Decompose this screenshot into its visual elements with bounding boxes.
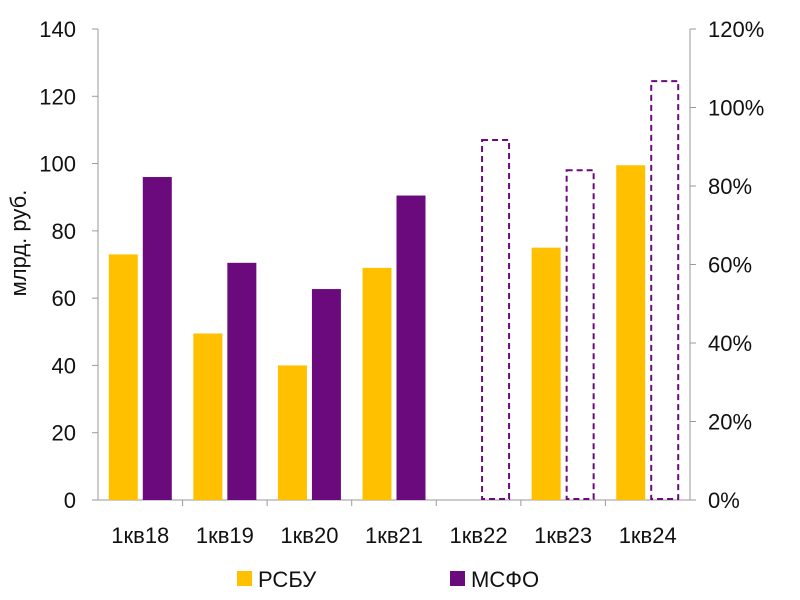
x-tick-label: 1кв19 [196,523,254,548]
bar-rsbu [531,247,561,500]
y2-tick-label: 60% [708,253,752,278]
bar-msfo [227,262,257,500]
x-tick-label: 1кв18 [111,523,169,548]
bar-msfo-outline [565,169,595,501]
y2-tick-label: 40% [708,331,752,356]
x-tick-label: 1кв22 [450,523,508,548]
y2-tick-labels: 0% 20% 40% 60% 80% 100% 120% [690,17,764,513]
bar-msfo [396,195,426,500]
x-tick-label: 1кв23 [534,523,592,548]
bar-msfo-outline [481,139,511,500]
y-tick-label: 40 [52,353,76,378]
legend-label-rsbu: РСБУ [258,567,317,592]
chart-axes [97,29,691,501]
legend-label-msfo: МСФО [471,567,539,592]
y-tick-labels: 0 20 40 60 80 100 120 140 [39,17,98,513]
y-axis-title: млрд. руб. [6,190,31,297]
x-tick-label: 1кв24 [619,523,677,548]
bar-msfo [311,289,341,500]
y-tick-label: 100 [39,152,76,177]
bar-rsbu [193,333,223,500]
y2-tick-label: 120% [708,17,764,42]
legend-swatch-rsbu [237,571,252,586]
y-tick-label: 60 [52,286,76,311]
bar-rsbu [277,365,307,500]
y-tick-label: 120 [39,84,76,109]
bar-msfo-outline [650,80,680,501]
y-tick-label: 20 [52,421,76,446]
y2-tick-label: 0% [708,488,740,513]
y-tick-label: 80 [52,219,76,244]
y2-tick-label: 20% [708,410,752,435]
bar-rsbu [108,254,138,500]
x-tick-labels: 1кв18 1кв19 1кв20 1кв21 1кв22 1кв23 1кв24 [111,500,677,548]
y2-tick-label: 100% [708,96,764,121]
bar-rsbu [616,165,646,500]
y2-tick-label: 80% [708,174,752,199]
legend-swatch-msfo [450,571,465,586]
bar-rsbu [362,267,392,500]
legend: РСБУ МСФО [237,567,539,592]
chart-bars [108,80,680,501]
y-tick-label: 0 [64,488,76,513]
x-tick-label: 1кв20 [280,523,338,548]
bar-msfo [142,177,172,500]
x-tick-label: 1кв21 [365,523,423,548]
y-tick-label: 140 [39,17,76,42]
